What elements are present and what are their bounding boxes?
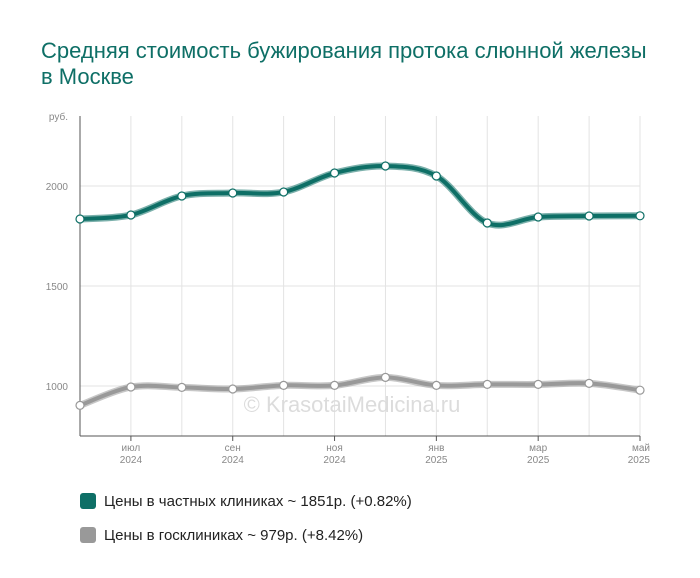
data-point [635, 211, 645, 221]
data-point [279, 380, 289, 390]
x-tick-label-month: июл [122, 443, 141, 454]
data-point [584, 211, 594, 221]
data-point [228, 384, 238, 394]
data-point [75, 214, 85, 224]
line-chart: © KrasotaiMedicina.ru 100015002000руб.ию… [46, 111, 651, 466]
data-point [329, 168, 340, 178]
legend-item-public[interactable]: Цены в госклиниках ~ 979р. (+8.42%) [80, 518, 412, 552]
data-point [126, 382, 136, 392]
data-points [75, 161, 645, 410]
y-axis-unit: руб. [49, 111, 68, 123]
x-tick-label-month: ноя [326, 443, 343, 454]
data-point [482, 379, 492, 389]
axes: 100015002000руб.июл2024сен2024ноя2024янв… [46, 111, 651, 466]
data-point [380, 372, 391, 382]
legend-swatch-private [80, 493, 96, 509]
chart-title: Средняя стоимость бужирования протока сл… [41, 38, 647, 89]
y-tick-label: 2000 [46, 182, 69, 193]
series-line-0 [78, 163, 642, 228]
x-tick-label-year: 2024 [120, 455, 143, 466]
legend-label-public: Цены в госклиниках ~ 979р. (+8.42%) [104, 526, 364, 544]
x-tick-label-year: 2024 [222, 455, 245, 466]
data-point [584, 378, 594, 388]
x-tick-label-month: мар [529, 443, 547, 454]
data-point [635, 385, 645, 395]
x-tick-label-year: 2025 [527, 455, 550, 466]
legend: Цены в частных клиниках ~ 1851р. (+0.82%… [80, 484, 412, 552]
x-tick-label-month: янв [428, 443, 444, 454]
legend-swatch-public [80, 527, 96, 543]
data-point [482, 218, 492, 228]
data-point [75, 400, 85, 410]
data-point [329, 380, 340, 390]
data-point [380, 161, 391, 171]
legend-label-private: Цены в частных клиниках ~ 1851р. (+0.82%… [104, 492, 412, 510]
data-point [533, 212, 543, 222]
data-point [279, 187, 289, 197]
data-point [533, 379, 543, 389]
x-tick-label-year: 2025 [628, 455, 651, 466]
legend-item-private[interactable]: Цены в частных клиниках ~ 1851р. (+0.82%… [80, 484, 412, 518]
x-tick-label-year: 2025 [425, 455, 448, 466]
data-point [177, 382, 187, 392]
x-tick-label-month: сен [225, 443, 241, 454]
data-point [228, 188, 238, 198]
y-tick-label: 1000 [46, 382, 69, 393]
data-point [431, 380, 441, 390]
data-point [431, 171, 441, 181]
x-tick-label-year: 2024 [323, 455, 346, 466]
watermark-text: © KrasotaiMedicina.ru [244, 392, 461, 417]
data-point [126, 210, 136, 220]
x-tick-label-month: май [632, 443, 650, 454]
y-tick-label: 1500 [46, 282, 69, 293]
data-point [177, 191, 187, 201]
